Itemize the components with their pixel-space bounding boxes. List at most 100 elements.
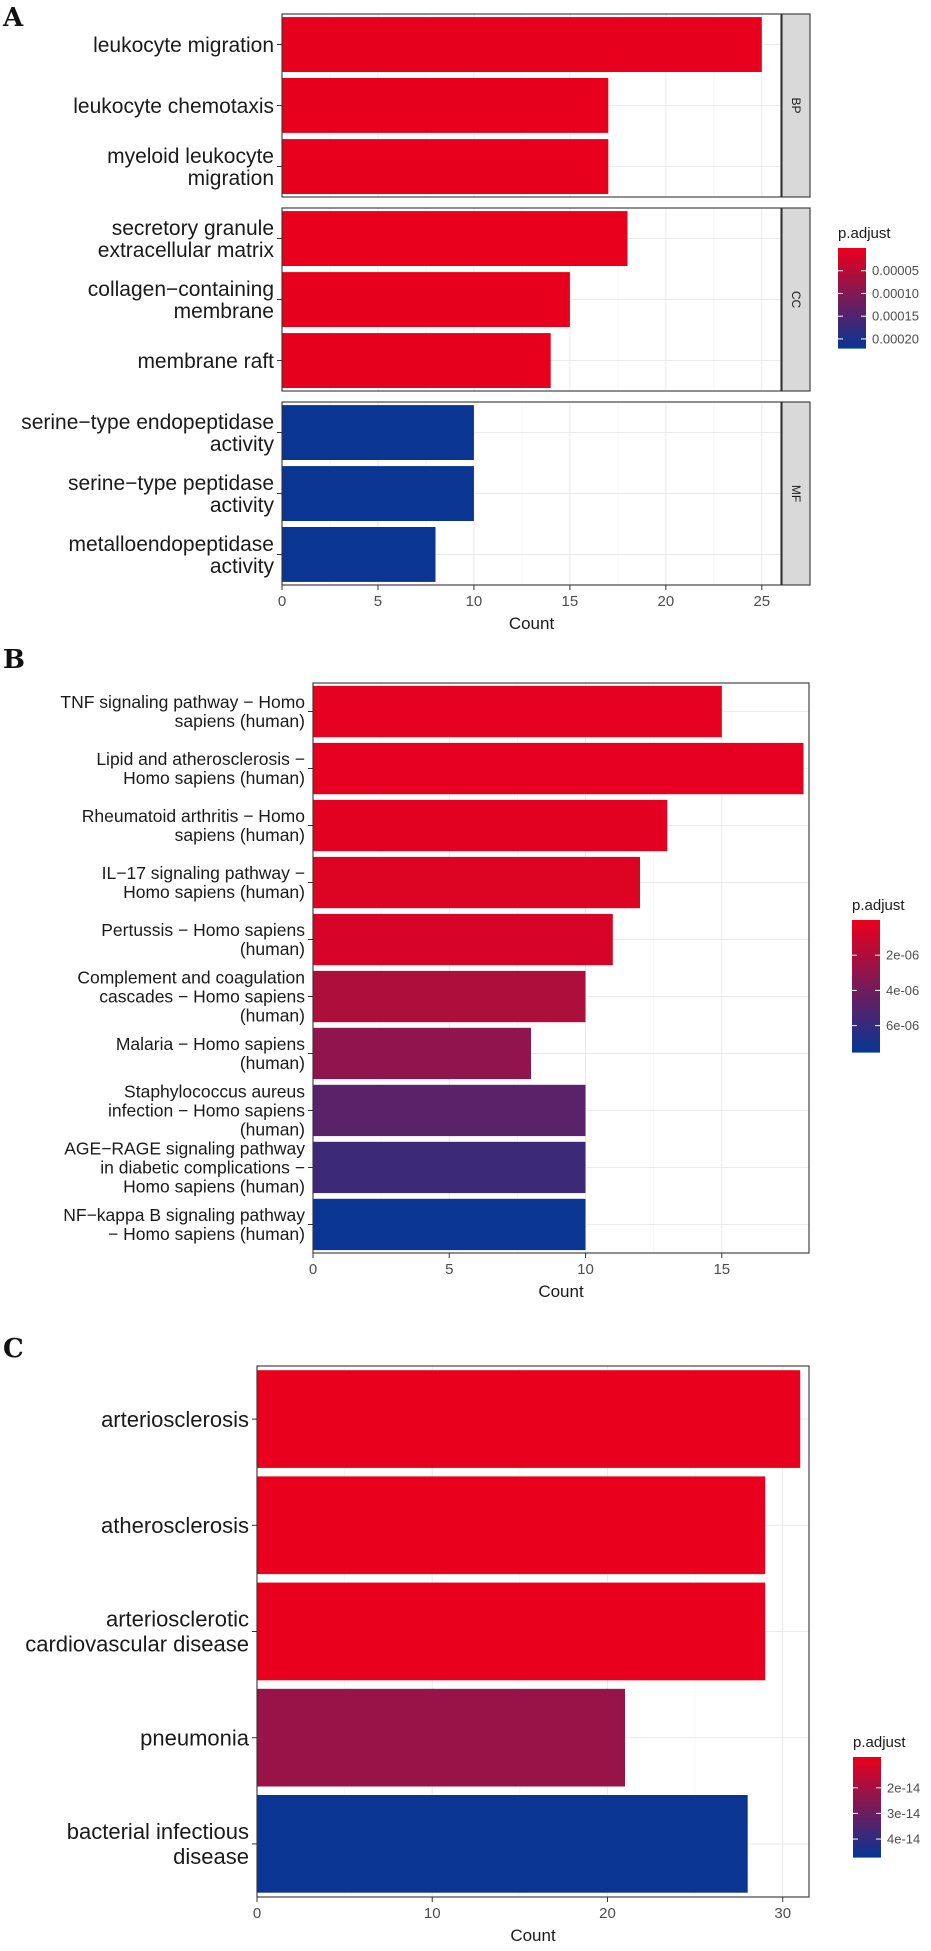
category-label: Pertussis − Homo sapiens (human): [101, 920, 305, 959]
category-label: Rheumatoid arthritis − Homo sapiens (huma…: [82, 806, 305, 845]
bar: [282, 211, 628, 266]
legend-colorbar-segment: [853, 1802, 881, 1806]
legend-colorbar-segment: [853, 1854, 881, 1858]
category-label: AGE−RAGE signaling pathway in diabetic co…: [64, 1139, 305, 1197]
legend-colorbar-segment: [852, 1045, 880, 1050]
category-label: TNF signaling pathway − Homo sapiens (hum…: [60, 692, 305, 731]
plot-frame: [281, 13, 782, 198]
legend-colorbar-segment: [853, 1769, 881, 1773]
legend-colorbar-segment: [852, 972, 880, 977]
bar: [282, 139, 609, 194]
legend-colorbar-segment: [852, 956, 880, 961]
category-label-line: infection − Homo sapiens: [108, 1101, 305, 1121]
category-label-line: secretory granule: [112, 217, 274, 240]
legend-colorbar-segment: [852, 986, 880, 990]
category-label-line: atherosclerosis: [101, 1513, 249, 1538]
facet-strip: [781, 207, 811, 392]
category-label: serine−type endopeptidase activity: [21, 411, 274, 456]
legend-colorbar-segment: [853, 1757, 881, 1761]
category-label-line: extracellular matrix: [98, 239, 275, 262]
legend-colorbar-segment: [853, 1834, 881, 1838]
category-label: pneumonia: [140, 1725, 250, 1750]
plot-frame: [312, 682, 810, 1254]
legend-colorbar-segment: [853, 1767, 881, 1771]
legend-colorbar-segment: [853, 1779, 881, 1783]
category-label-line: (human): [240, 939, 305, 959]
legend-colorbar-segment: [853, 1787, 881, 1791]
legend-colorbar-segment: [852, 923, 880, 928]
category-label-line: disease: [173, 1844, 249, 1869]
legend-colorbar-segment: [853, 1774, 881, 1778]
legend-colorbar-segment: [852, 1005, 880, 1010]
legend-colorbar-segment: [838, 273, 866, 277]
legend-colorbar-segment: [853, 1819, 881, 1823]
legend-colorbar-segment: [852, 953, 880, 957]
legend-colorbar-segment: [838, 343, 866, 347]
legend-colorbar-segment: [838, 308, 866, 312]
legend-colorbar-segment: [838, 248, 866, 252]
category-label-line: pneumonia: [140, 1725, 250, 1750]
legend-colorbar-segment: [838, 290, 866, 294]
category-label-line: TNF signaling pathway − Homo: [60, 692, 305, 712]
category-label-line: (human): [240, 1006, 305, 1026]
legend-colorbar-segment: [852, 1048, 880, 1053]
facet-strip: [781, 401, 811, 586]
bar: [257, 1582, 766, 1681]
x-tick-label: 10: [424, 1905, 441, 1922]
legend-colorbar-segment: [852, 1028, 880, 1033]
legend-colorbar-segment: [838, 298, 866, 302]
category-label: metalloendopeptidase activity: [69, 533, 275, 578]
bar: [282, 78, 609, 133]
legend-colorbar-segment: [838, 300, 866, 304]
legend-colorbar-segment: [852, 1015, 880, 1020]
category-label-line: cascades − Homo sapiens: [99, 987, 305, 1007]
legend-title: p.adjust: [852, 897, 905, 914]
category-label: myeloid leukocyte migration: [107, 145, 274, 190]
panel-a: A leukocyte migration leukocyte chemotaxi…: [2, 3, 919, 633]
legend-colorbar-segment: [852, 959, 880, 964]
facet-strip-label: CC: [789, 291, 803, 309]
legend-colorbar-segment: [852, 979, 880, 984]
legend-colorbar-segment: [853, 1822, 881, 1826]
legend-tick-label: 0.00015: [872, 309, 919, 324]
x-tick-label: 25: [753, 593, 770, 610]
legend-colorbar-segment: [852, 969, 880, 974]
legend-colorbar-segment: [852, 966, 880, 971]
legend-colorbar-segment: [852, 989, 880, 994]
legend-title: p.adjust: [853, 1734, 906, 1751]
x-tick-label: 5: [445, 1261, 453, 1278]
legend-colorbar-segment: [838, 295, 866, 299]
category-label-line: cardiovascular disease: [25, 1632, 249, 1657]
legend-colorbar-segment: [853, 1847, 881, 1851]
legend-colorbar-segment: [838, 268, 866, 272]
legend-colorbar-segment: [853, 1789, 881, 1793]
legend-colorbar-segment: [852, 982, 880, 987]
category-label-line: Complement and coagulation: [77, 968, 305, 988]
category-label-line: sapiens (human): [175, 711, 305, 731]
category-label: Complement and coagulation cascades − Hom…: [77, 968, 305, 1026]
legend-colorbar-segment: [852, 1025, 880, 1030]
category-label-line: Rheumatoid arthritis − Homo: [82, 806, 305, 826]
legend-colorbar-segment: [852, 1032, 880, 1037]
category-label-line: metalloendopeptidase: [69, 533, 275, 556]
legend-colorbar-segment: [838, 303, 866, 307]
legend-colorbar-segment: [838, 315, 866, 319]
category-label: membrane raft: [137, 350, 274, 373]
x-axis-title: Count: [510, 1926, 556, 1945]
legend-colorbar-segment: [853, 1817, 881, 1821]
category-label-line: serine−type endopeptidase: [21, 411, 274, 434]
legend-tick-label: 2e-14: [887, 1780, 920, 1795]
legend-colorbar-segment: [853, 1844, 881, 1848]
x-tick-label: 20: [658, 593, 675, 610]
category-label-line: migration: [188, 167, 274, 190]
facet-strip-label: MF: [789, 485, 803, 502]
x-tick-label: 30: [774, 1905, 791, 1922]
legend-tick-label: 6e-06: [886, 1018, 919, 1033]
category-label: atherosclerosis: [101, 1513, 249, 1538]
legend-colorbar-segment: [852, 936, 880, 941]
category-label-line: activity: [210, 494, 275, 517]
legend-colorbar-segment: [853, 1782, 881, 1786]
category-label-line: Pertussis − Homo sapiens: [101, 920, 305, 940]
category-label: Staphylococcus aureus infection − Homo sa…: [108, 1082, 305, 1140]
x-axis-title: Count: [509, 614, 555, 633]
